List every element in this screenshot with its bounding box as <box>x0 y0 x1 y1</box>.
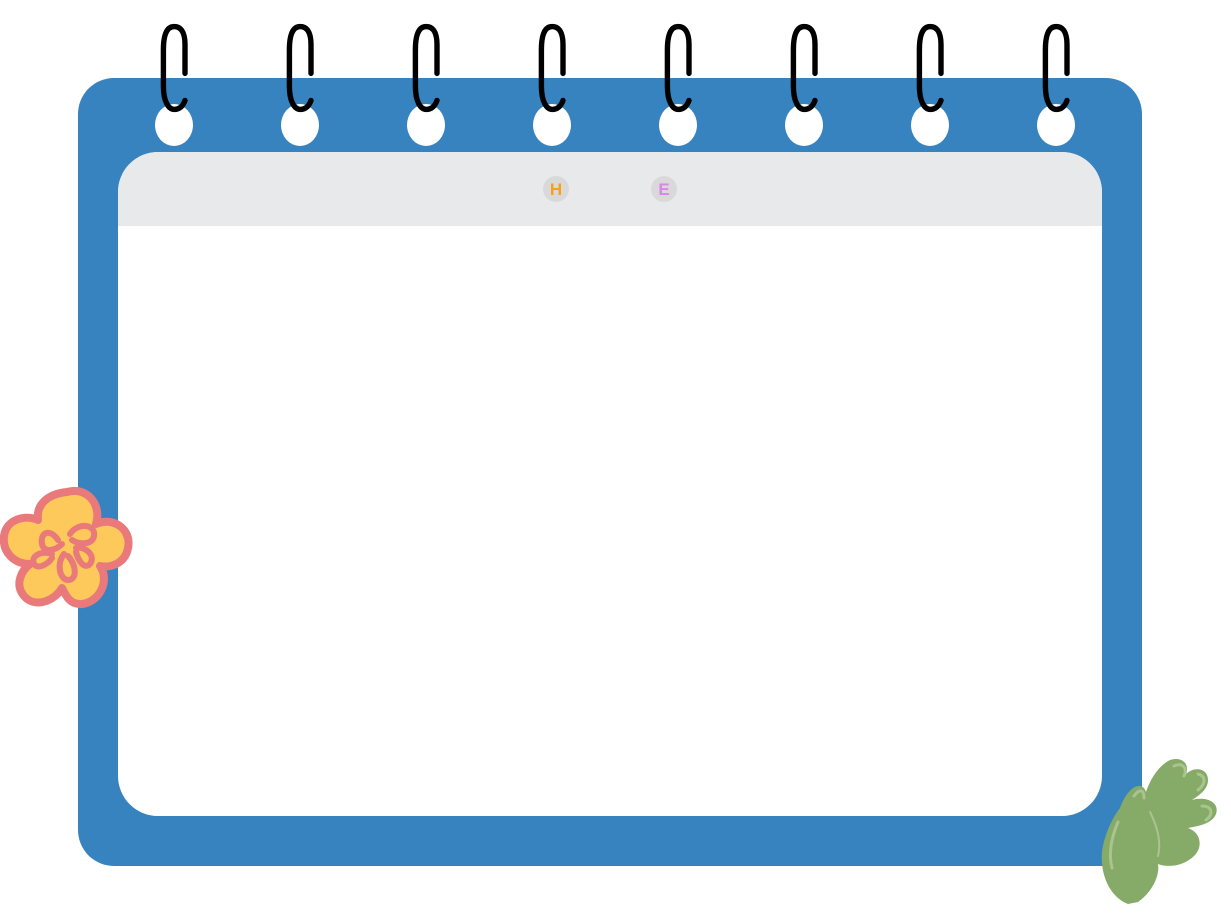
flower-petals <box>0 486 133 609</box>
binder-ring-wire <box>664 23 692 113</box>
flower-swirl-5 <box>30 549 55 570</box>
leaf-highlight-5 <box>1132 789 1146 800</box>
page-header: H E <box>118 152 1102 226</box>
leaf-highlight-1 <box>1172 763 1187 778</box>
flower-swirl-4 <box>73 544 95 569</box>
leaf-highlight-2 <box>1196 772 1206 792</box>
binder-ring-icon <box>916 23 944 113</box>
binder-ring-wire <box>1042 23 1070 113</box>
flower-swirl-3 <box>56 551 78 584</box>
leaf-icon <box>1101 758 1217 904</box>
binder-ring-icon <box>1042 23 1070 113</box>
tab-e[interactable]: E <box>651 176 677 202</box>
binder-ring-icon <box>664 23 692 113</box>
flower-swirl-2 <box>67 523 98 547</box>
binder-ring-wire <box>790 23 818 113</box>
binder-ring-icon <box>286 23 314 113</box>
notebook-page: H E <box>118 152 1102 816</box>
binder-ring-icon <box>160 23 188 113</box>
binder-ring-icon <box>538 23 566 113</box>
leaf-highlight-6 <box>1149 811 1161 857</box>
binder-ring-wire <box>286 23 314 113</box>
flower-swirl-1 <box>38 529 65 553</box>
binder-ring-wire <box>160 23 188 113</box>
binder-ring-wire <box>412 23 440 113</box>
leaf-highlight-4 <box>1108 820 1120 870</box>
flower-icon <box>0 486 133 609</box>
leaf-shape <box>1101 758 1217 904</box>
binder-ring-icon <box>790 23 818 113</box>
tab-h[interactable]: H <box>543 176 569 202</box>
binder-ring-wire <box>538 23 566 113</box>
leaf-highlight-3 <box>1200 804 1213 822</box>
binder-ring-icon <box>412 23 440 113</box>
binder-ring-wire <box>916 23 944 113</box>
